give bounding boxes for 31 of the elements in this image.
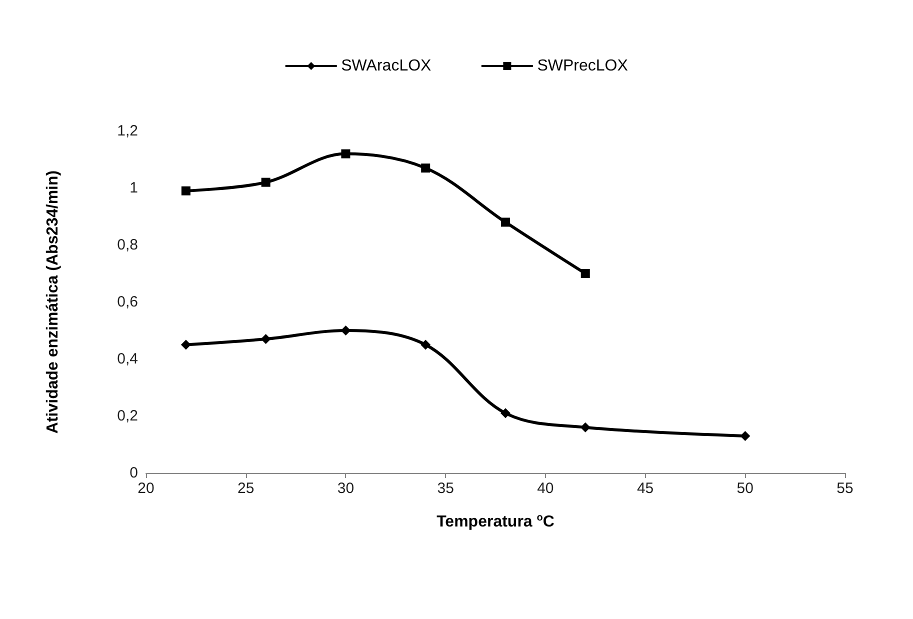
point — [340, 326, 351, 336]
y-tick-label: 1,2 — [117, 122, 138, 140]
y-tick-label: 0,2 — [117, 408, 138, 424]
x-tick-label: 55 — [836, 480, 854, 497]
x-tick-label: 50 — [736, 480, 754, 497]
point — [341, 149, 350, 158]
point — [420, 340, 431, 350]
point — [421, 164, 430, 173]
point — [740, 430, 750, 441]
point — [500, 218, 510, 227]
y-axis-title: Atividade enzimática (Abs234/min) — [44, 170, 62, 434]
y-tick-label: 0 — [130, 464, 138, 482]
legend-label: SWAracLOX — [341, 58, 432, 74]
x-tick-label: 40 — [537, 480, 554, 497]
legend-label: SWPrecLOX — [537, 58, 628, 74]
y-tick-label: 0,6 — [117, 294, 138, 310]
point — [261, 178, 270, 187]
point — [580, 269, 590, 278]
x-tick-label: 25 — [238, 480, 254, 497]
y-tick-label: 1 — [130, 180, 138, 196]
x-tick-label: 35 — [437, 480, 454, 497]
point — [260, 334, 271, 344]
y-tick-label: 0,4 — [117, 350, 138, 368]
y-tick-label: 0,8 — [117, 236, 138, 254]
point — [181, 186, 190, 196]
x-tick-label: 30 — [337, 480, 354, 497]
point — [180, 340, 191, 350]
x-tick-label: 20 — [138, 480, 154, 497]
x-tick-label: 45 — [636, 480, 654, 497]
point — [500, 408, 510, 418]
point — [580, 422, 590, 432]
